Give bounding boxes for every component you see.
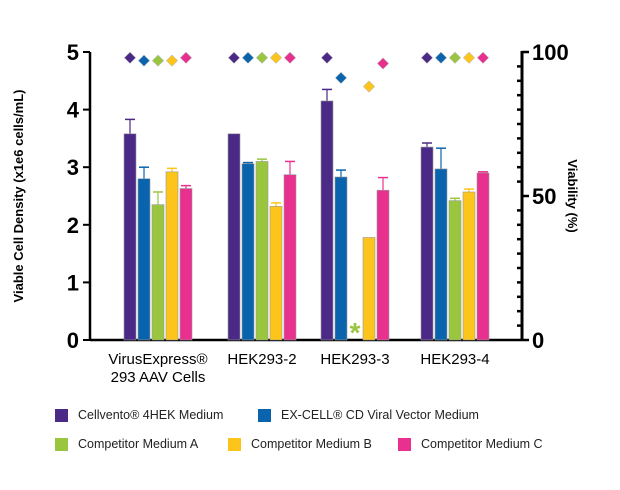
y-tick-label: 2: [67, 213, 79, 238]
legend-swatch: [55, 437, 68, 451]
y-axis-title: Viable Cell Density (x1e6 cells/mL): [11, 90, 26, 303]
bar: [241, 163, 255, 341]
bar: [476, 172, 490, 341]
x-tick-label: HEK293-4: [420, 351, 489, 368]
viability-marker: [334, 71, 348, 84]
legend-item-0: Cellvento® 4HEK Medium: [55, 408, 223, 422]
viability-marker: [420, 51, 434, 64]
viability-marker: [462, 51, 476, 64]
bar: [227, 133, 241, 341]
viability-marker: [255, 51, 269, 64]
viability-marker: [227, 51, 241, 64]
viability-marker: [123, 51, 137, 64]
y2-tick-label: 50: [532, 184, 556, 209]
bar: [137, 178, 151, 341]
viability-marker: [434, 51, 448, 64]
bar: [255, 161, 269, 341]
legend-swatch: [55, 408, 68, 422]
x-tick-label: HEK293-3: [320, 351, 389, 368]
y2-tick-label: 100: [532, 40, 569, 65]
legend-label: Competitor Medium C: [421, 437, 543, 451]
viability-marker: [137, 54, 151, 67]
bar: [165, 171, 179, 341]
bar: [334, 176, 348, 341]
viability-marker: [151, 54, 165, 67]
y2-tick-label: 0: [532, 328, 544, 353]
y-tick-label: 0: [67, 328, 79, 353]
bar: [179, 188, 193, 341]
legend-label: Competitor Medium B: [251, 437, 372, 451]
bar: [434, 168, 448, 341]
bar: [462, 191, 476, 341]
bar: [320, 100, 334, 341]
viability-marker: [320, 51, 334, 64]
x-tick-label: VirusExpress®: [108, 351, 207, 368]
viability-marker: [448, 51, 462, 64]
bar: [123, 133, 137, 341]
y-tick-label: 3: [67, 155, 79, 180]
y2-axis-title: Viability (%): [565, 159, 580, 232]
viability-marker: [376, 57, 390, 70]
legend-item-2: Competitor Medium A: [55, 437, 198, 451]
significance-asterisk: *: [350, 317, 361, 348]
viability-marker: [269, 51, 283, 64]
y-tick-label: 4: [67, 98, 80, 123]
bar: [376, 189, 390, 341]
viability-marker: [476, 51, 490, 64]
bar: [420, 146, 434, 341]
viability-marker: [362, 80, 376, 93]
viability-marker: [179, 51, 193, 64]
y-tick-label: 5: [67, 40, 79, 65]
y-tick-label: 1: [67, 270, 79, 295]
legend-item-4: Competitor Medium C: [398, 437, 543, 451]
legend-label: EX-CELL® CD Viral Vector Medium: [281, 408, 479, 422]
viability-marker: [283, 51, 297, 64]
bar: [362, 237, 376, 341]
legend-swatch: [398, 437, 411, 451]
legend-label: Competitor Medium A: [78, 437, 199, 451]
viability-marker: [241, 51, 255, 64]
bar: [269, 206, 283, 341]
bar: [448, 200, 462, 341]
x-tick-label: HEK293-2: [227, 351, 296, 368]
bar: [283, 174, 297, 341]
bar: [151, 204, 165, 341]
x-tick-label: 293 AAV Cells: [111, 369, 206, 386]
legend-item-3: Competitor Medium B: [228, 437, 372, 451]
legend-label: Cellvento® 4HEK Medium: [78, 408, 224, 422]
viability-marker: [165, 54, 179, 67]
legend-item-1: EX-CELL® CD Viral Vector Medium: [258, 408, 479, 422]
legend-swatch: [228, 437, 241, 451]
legend-swatch: [258, 408, 271, 422]
